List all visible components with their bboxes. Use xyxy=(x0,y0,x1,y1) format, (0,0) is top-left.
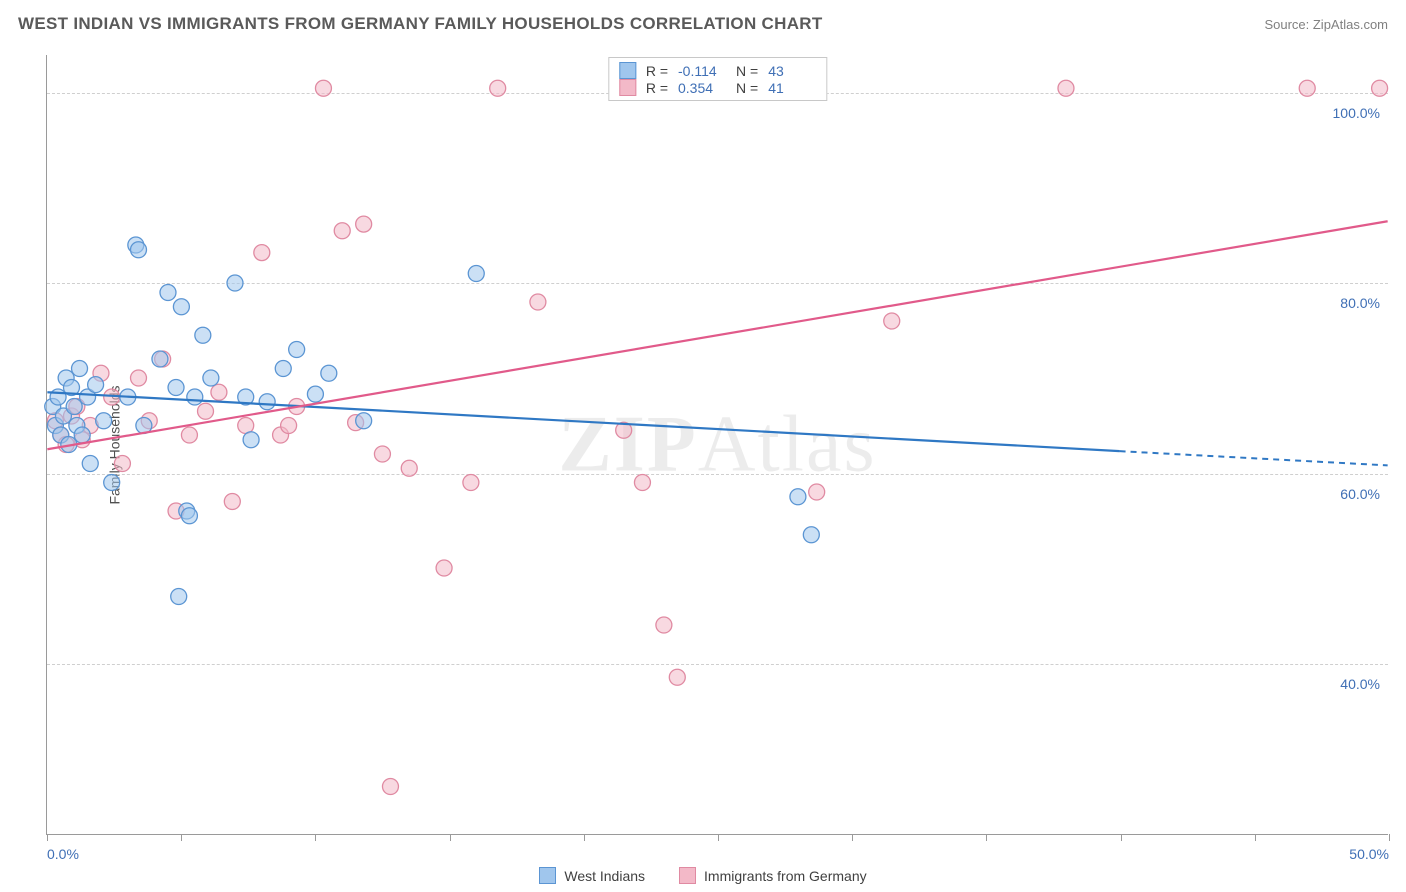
scatter-point xyxy=(224,494,240,510)
trend-line xyxy=(1120,451,1388,465)
legend-label-blue: West Indians xyxy=(564,868,645,884)
scatter-point xyxy=(259,394,275,410)
n-label: N = xyxy=(736,80,758,96)
xtick xyxy=(47,834,48,841)
scatter-point xyxy=(104,475,120,491)
trend-line xyxy=(47,221,1387,449)
xtick xyxy=(1255,834,1256,841)
scatter-point xyxy=(227,275,243,291)
r-value-pink: 0.354 xyxy=(678,80,726,96)
scatter-point xyxy=(74,427,90,443)
scatter-point xyxy=(1372,80,1388,96)
scatter-point xyxy=(72,361,88,377)
scatter-point xyxy=(803,527,819,543)
swatch-blue xyxy=(619,62,636,79)
scatter-point xyxy=(131,370,147,386)
scatter-point xyxy=(181,508,197,524)
scatter-point xyxy=(203,370,219,386)
source-attribution: Source: ZipAtlas.com xyxy=(1264,17,1388,32)
legend-row-blue: R = -0.114 N = 43 xyxy=(619,62,816,79)
scatter-point xyxy=(1058,80,1074,96)
xtick xyxy=(1389,834,1390,841)
scatter-point xyxy=(356,413,372,429)
scatter-point xyxy=(131,242,147,258)
chart-svg xyxy=(47,55,1388,834)
xtick-label: 0.0% xyxy=(47,846,79,862)
scatter-point xyxy=(334,223,350,239)
plot-area: Family Households ZIPAtlas R = -0.114 N … xyxy=(46,55,1388,835)
scatter-point xyxy=(530,294,546,310)
scatter-point xyxy=(374,446,390,462)
scatter-point xyxy=(656,617,672,633)
scatter-point xyxy=(168,380,184,396)
xtick xyxy=(1121,834,1122,841)
scatter-point xyxy=(307,386,323,402)
scatter-point xyxy=(321,365,337,381)
xtick xyxy=(986,834,987,841)
xtick xyxy=(450,834,451,841)
scatter-point xyxy=(463,475,479,491)
scatter-point xyxy=(884,313,900,329)
scatter-point xyxy=(436,560,452,576)
swatch-pink xyxy=(619,79,636,96)
scatter-point xyxy=(198,403,214,419)
scatter-point xyxy=(382,779,398,795)
legend-label-pink: Immigrants from Germany xyxy=(704,868,867,884)
n-value-blue: 43 xyxy=(768,63,816,79)
series-legend: West Indians Immigrants from Germany xyxy=(0,867,1406,884)
scatter-point xyxy=(50,389,66,405)
legend-item-pink: Immigrants from Germany xyxy=(679,867,867,884)
scatter-point xyxy=(254,245,270,261)
xtick xyxy=(315,834,316,841)
legend-row-pink: R = 0.354 N = 41 xyxy=(619,79,816,96)
xtick xyxy=(718,834,719,841)
scatter-point xyxy=(243,432,259,448)
scatter-point xyxy=(275,361,291,377)
scatter-point xyxy=(160,285,176,301)
header: WEST INDIAN VS IMMIGRANTS FROM GERMANY F… xyxy=(18,14,1388,34)
scatter-point xyxy=(468,266,484,282)
xtick xyxy=(852,834,853,841)
scatter-point xyxy=(88,377,104,393)
legend-item-blue: West Indians xyxy=(539,867,645,884)
scatter-point xyxy=(96,413,112,429)
scatter-point xyxy=(809,484,825,500)
scatter-point xyxy=(634,475,650,491)
swatch-pink xyxy=(679,867,696,884)
swatch-blue xyxy=(539,867,556,884)
scatter-point xyxy=(173,299,189,315)
scatter-point xyxy=(356,216,372,232)
scatter-point xyxy=(114,456,130,472)
scatter-point xyxy=(181,427,197,443)
scatter-point xyxy=(790,489,806,505)
scatter-point xyxy=(195,327,211,343)
scatter-point xyxy=(289,342,305,358)
scatter-point xyxy=(401,460,417,476)
r-label: R = xyxy=(646,63,668,79)
scatter-point xyxy=(1299,80,1315,96)
scatter-point xyxy=(171,589,187,605)
xtick xyxy=(584,834,585,841)
scatter-point xyxy=(315,80,331,96)
scatter-point xyxy=(490,80,506,96)
scatter-point xyxy=(82,456,98,472)
scatter-point xyxy=(281,418,297,434)
xtick-label: 50.0% xyxy=(1349,846,1389,862)
scatter-point xyxy=(66,399,82,415)
n-value-pink: 41 xyxy=(768,80,816,96)
r-label: R = xyxy=(646,80,668,96)
scatter-point xyxy=(187,389,203,405)
scatter-point xyxy=(669,669,685,685)
n-label: N = xyxy=(736,63,758,79)
chart-title: WEST INDIAN VS IMMIGRANTS FROM GERMANY F… xyxy=(18,14,823,34)
scatter-point xyxy=(211,384,227,400)
scatter-point xyxy=(238,418,254,434)
r-value-blue: -0.114 xyxy=(678,63,726,79)
correlation-legend: R = -0.114 N = 43 R = 0.354 N = 41 xyxy=(608,57,827,101)
scatter-point xyxy=(152,351,168,367)
xtick xyxy=(181,834,182,841)
